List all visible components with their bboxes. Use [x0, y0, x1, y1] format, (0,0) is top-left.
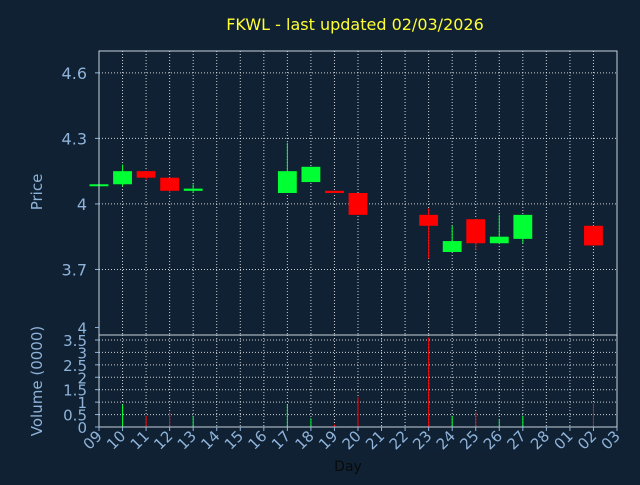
- x-axis-label: Day: [334, 459, 362, 475]
- x-tick-label: 24: [433, 427, 459, 453]
- volume-tick-label: 1: [77, 394, 87, 412]
- x-tick-label: 19: [315, 427, 341, 453]
- candle-body: [513, 214, 533, 239]
- candle-body: [489, 236, 509, 244]
- price-tick-label: 4.3: [62, 129, 87, 148]
- x-tick-label: 01: [551, 427, 577, 453]
- price-y-ticks: 3.7 4 4.3 4.6: [62, 64, 99, 279]
- volume-tick-label: 3: [77, 344, 87, 362]
- x-tick-label: 23: [409, 427, 435, 453]
- x-tick-label: 03: [598, 427, 624, 453]
- volume-tick-label: 0.5: [63, 407, 87, 425]
- chart-title: FKWL - last updated 02/03/2026: [226, 15, 484, 34]
- price-tick-label: 4.6: [62, 64, 87, 83]
- x-tick-label: 13: [174, 427, 200, 453]
- x-tick-label: 20: [339, 427, 365, 453]
- x-tick-label: 14: [197, 427, 223, 453]
- x-tick-label: 10: [103, 427, 129, 453]
- volume-axis-label: Volume (0000): [28, 326, 46, 436]
- volume-tick-label: 2: [77, 369, 87, 387]
- candle-body: [277, 171, 297, 193]
- volume-tick-label: 0: [77, 419, 87, 437]
- candle-body: [442, 241, 462, 252]
- price-axis-label: Price: [28, 174, 46, 211]
- candle-body: [160, 177, 180, 191]
- price-tick-label: 3.7: [62, 260, 87, 279]
- candle-body: [136, 171, 156, 178]
- candle-body: [325, 190, 344, 193]
- volume-y-ticks: 00.511.522.533.54: [63, 320, 99, 437]
- x-ticks: 0910111213141516171819202122232425262728…: [80, 427, 624, 453]
- x-tick-label: 22: [386, 427, 412, 453]
- x-tick-label: 15: [221, 427, 247, 453]
- volume-tick-label: 3.5: [63, 332, 87, 350]
- x-tick-label: 16: [244, 427, 270, 453]
- candle-body: [419, 214, 439, 226]
- x-tick-label: 11: [127, 427, 153, 453]
- volume-tick-label: 2.5: [63, 357, 87, 375]
- candle-body: [348, 193, 368, 215]
- x-tick-label: 17: [268, 427, 294, 453]
- candle-body: [113, 171, 132, 185]
- x-tick-label: 02: [574, 427, 600, 453]
- x-tick-label: 27: [503, 427, 529, 453]
- candle-body: [183, 188, 203, 191]
- volume-bars: [122, 337, 594, 427]
- candle-body: [466, 219, 486, 244]
- x-tick-label: 12: [150, 427, 176, 453]
- x-tick-label: 21: [362, 427, 388, 453]
- price-tick-label: 4: [77, 195, 87, 214]
- x-tick-label: 18: [292, 427, 318, 453]
- volume-tick-label: 4: [77, 320, 87, 338]
- candle-body: [584, 225, 603, 246]
- x-tick-label: 26: [480, 427, 506, 453]
- candle-body: [301, 166, 321, 183]
- x-tick-label: 25: [456, 427, 482, 453]
- x-tick-label: 28: [527, 427, 553, 453]
- price-candles: [89, 142, 603, 259]
- volume-tick-label: 1.5: [63, 382, 87, 400]
